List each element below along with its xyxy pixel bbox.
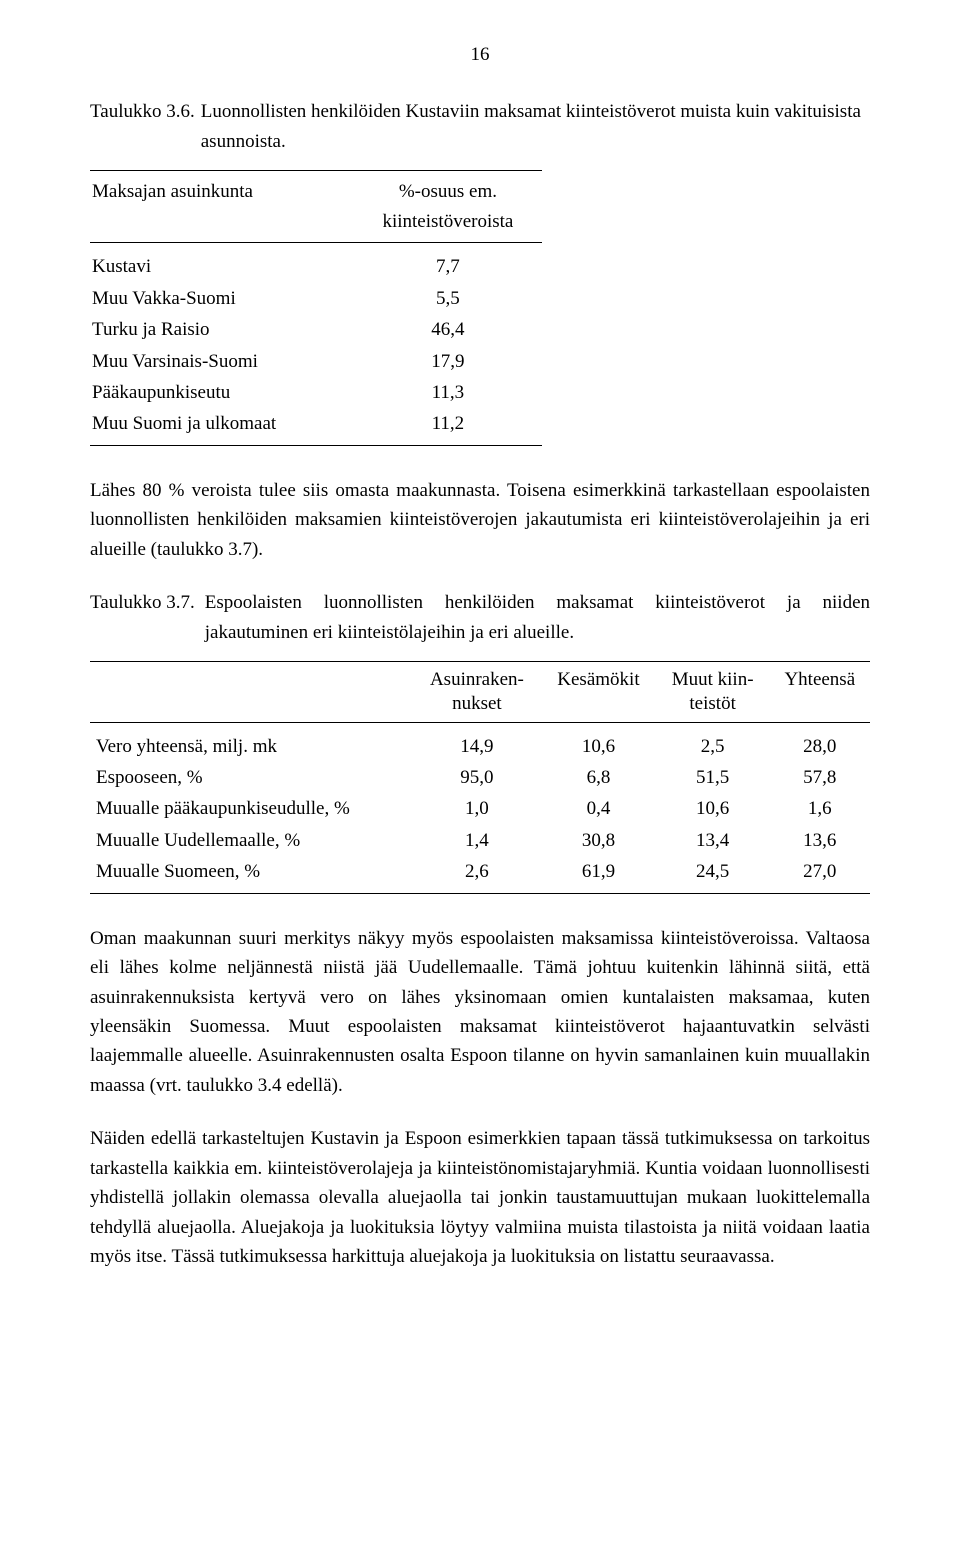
table2-cell-name: Muualle pääkaupunkiseudulle, % <box>90 793 413 824</box>
table2-row: Espooseen, % 95,0 6,8 51,5 57,8 <box>90 762 870 793</box>
table1-cell-name: Turku ja Raisio <box>90 314 361 345</box>
table1-caption: Taulukko 3.6. Luonnollisten henkilöiden … <box>90 97 870 156</box>
table2-cell-value: 13,4 <box>656 825 770 856</box>
table1-caption-label: Taulukko 3.6. <box>90 97 201 156</box>
table1-header-right-line1: %-osuus em. <box>399 181 497 202</box>
table2-cell-value: 27,0 <box>770 856 870 893</box>
table1-cell-value: 17,9 <box>361 346 542 377</box>
table2-cell-name: Espooseen, % <box>90 762 413 793</box>
table2-cell-value: 2,6 <box>413 856 542 893</box>
table2-cell-value: 61,9 <box>541 856 656 893</box>
paragraph-3: Näiden edellä tarkasteltujen Kustavin ja… <box>90 1124 870 1271</box>
table2-row: Vero yhteensä, milj. mk 14,9 10,6 2,5 28… <box>90 731 870 762</box>
table2-cell-name: Muualle Uudellemaalle, % <box>90 825 413 856</box>
paragraph-2: Oman maakunnan suuri merkitys näkyy myös… <box>90 924 870 1101</box>
table1-row: Pääkaupunkiseutu 11,3 <box>90 377 542 408</box>
table1-header-right: %-osuus em. kiinteistöveroista <box>361 171 542 243</box>
table2-caption-text: Espoolaisten luonnollisten henkilöiden m… <box>205 588 870 647</box>
table2-row: Muualle pääkaupunkiseudulle, % 1,0 0,4 1… <box>90 793 870 824</box>
table1: Maksajan asuinkunta %-osuus em. kiinteis… <box>90 170 542 446</box>
table2-caption-label: Taulukko 3.7. <box>90 588 205 647</box>
paragraph-1: Lähes 80 % veroista tulee siis omasta ma… <box>90 476 870 564</box>
table2-caption: Taulukko 3.7. Espoolaisten luonnollisten… <box>90 588 870 647</box>
table1-header-row: Maksajan asuinkunta %-osuus em. kiinteis… <box>90 171 542 243</box>
table2-cell-name: Vero yhteensä, milj. mk <box>90 731 413 762</box>
table2-cell-value: 95,0 <box>413 762 542 793</box>
table1-row: Turku ja Raisio 46,4 <box>90 314 542 345</box>
table2-cell-value: 2,5 <box>656 731 770 762</box>
table1-cell-value: 11,3 <box>361 377 542 408</box>
table2-row: Muualle Suomeen, % 2,6 61,9 24,5 27,0 <box>90 856 870 893</box>
table2-cell-value: 28,0 <box>770 731 870 762</box>
table1-cell-name: Muu Vakka-Suomi <box>90 283 361 314</box>
table2-cell-value: 57,8 <box>770 762 870 793</box>
table2-cell-value: 14,9 <box>413 731 542 762</box>
table1-cell-name: Kustavi <box>90 251 361 282</box>
page-number: 16 <box>90 40 870 69</box>
table2-cell-value: 1,6 <box>770 793 870 824</box>
table2-cell-value: 24,5 <box>656 856 770 893</box>
table2-cell-value: 10,6 <box>541 731 656 762</box>
table2-cell-value: 6,8 <box>541 762 656 793</box>
table1-cell-name: Muu Suomi ja ulkomaat <box>90 408 361 445</box>
table2-cell-name: Muualle Suomeen, % <box>90 856 413 893</box>
table2: Asuinraken- nukset Kesämökit Muut kiin- … <box>90 661 870 894</box>
table1-cell-value: 11,2 <box>361 408 542 445</box>
table2-header: Asuinraken- nukset <box>413 662 542 723</box>
table2-row: Muualle Uudellemaalle, % 1,4 30,8 13,4 1… <box>90 825 870 856</box>
table2-header <box>90 662 413 723</box>
table2-cell-value: 1,0 <box>413 793 542 824</box>
table2-cell-value: 0,4 <box>541 793 656 824</box>
table1-caption-text: Luonnollisten henkilöiden Kustaviin maks… <box>201 97 870 156</box>
table2-cell-value: 51,5 <box>656 762 770 793</box>
table1-cell-name: Muu Varsinais-Suomi <box>90 346 361 377</box>
table1-cell-value: 5,5 <box>361 283 542 314</box>
table2-header: Kesämökit <box>541 662 656 723</box>
page: 16 Taulukko 3.6. Luonnollisten henkilöid… <box>0 0 960 1356</box>
table1-cell-value: 46,4 <box>361 314 542 345</box>
table2-header: Yhteensä <box>770 662 870 723</box>
table2-header: Muut kiin- teistöt <box>656 662 770 723</box>
table2-cell-value: 1,4 <box>413 825 542 856</box>
table1-cell-value: 7,7 <box>361 251 542 282</box>
table1-header-right-line2: kiinteistöveroista <box>382 211 513 232</box>
table1-row: Kustavi 7,7 <box>90 251 542 282</box>
table2-cell-value: 10,6 <box>656 793 770 824</box>
table1-header-left: Maksajan asuinkunta <box>90 171 361 243</box>
table1-row: Muu Varsinais-Suomi 17,9 <box>90 346 542 377</box>
table1-row: Muu Suomi ja ulkomaat 11,2 <box>90 408 542 445</box>
table2-cell-value: 13,6 <box>770 825 870 856</box>
table2-header-row: Asuinraken- nukset Kesämökit Muut kiin- … <box>90 662 870 723</box>
table1-row: Muu Vakka-Suomi 5,5 <box>90 283 542 314</box>
table2-cell-value: 30,8 <box>541 825 656 856</box>
table1-cell-name: Pääkaupunkiseutu <box>90 377 361 408</box>
